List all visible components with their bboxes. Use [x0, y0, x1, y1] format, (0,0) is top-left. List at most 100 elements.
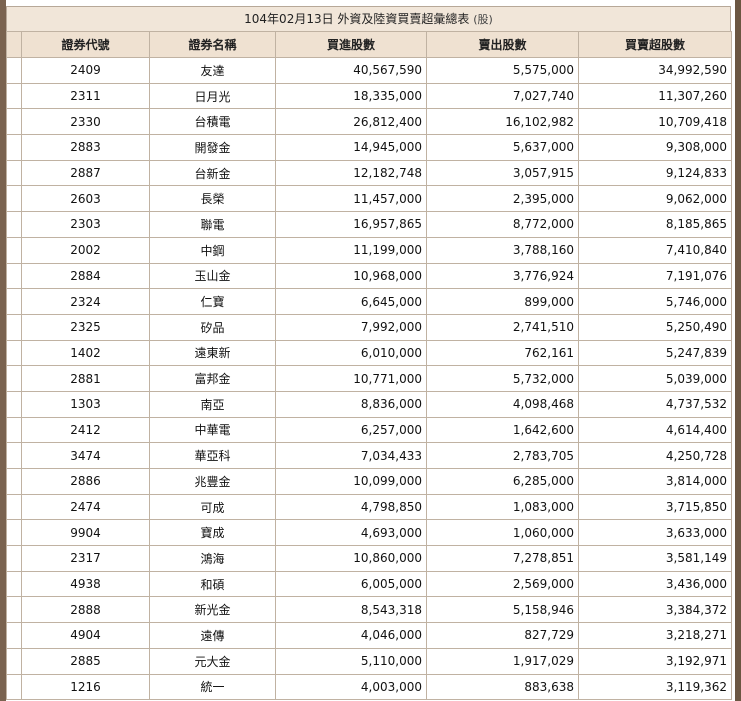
cell-net: 3,814,000	[578, 468, 732, 495]
table-row: 2330 台積電 26,812,400 16,102,982 10,709,418	[6, 108, 732, 136]
cell-code: 2474	[21, 493, 150, 521]
cell-net: 9,308,000	[578, 134, 732, 161]
cell-net: 3,633,000	[578, 519, 732, 547]
cell-net: 10,709,418	[578, 108, 732, 136]
cell-sell: 7,027,740	[426, 82, 579, 110]
cell-code: 1402	[21, 339, 150, 367]
cell-sell: 4,098,468	[426, 390, 579, 418]
table-row: 2474 可成 4,798,850 1,083,000 3,715,850	[6, 493, 732, 521]
row-gutter	[6, 108, 22, 136]
cell-name: 遠傳	[149, 622, 276, 649]
cell-sell: 5,637,000	[426, 134, 579, 161]
table-row: 2603 長榮 11,457,000 2,395,000 9,062,000	[6, 185, 732, 213]
cell-sell: 7,278,851	[426, 545, 579, 572]
cell-code: 3474	[21, 442, 150, 469]
cell-sell: 1,917,029	[426, 647, 579, 675]
cell-name: 新光金	[149, 596, 276, 624]
cell-buy: 14,945,000	[275, 134, 427, 161]
table-row: 2324 仁寶 6,645,000 899,000 5,746,000	[6, 288, 732, 315]
cell-buy: 7,992,000	[275, 313, 427, 341]
table-row: 2886 兆豐金 10,099,000 6,285,000 3,814,000	[6, 468, 732, 495]
cell-name: 中華電	[149, 416, 276, 444]
cell-name: 南亞	[149, 390, 276, 418]
cell-buy: 16,957,865	[275, 211, 427, 238]
row-gutter	[6, 159, 22, 187]
table-row: 2888 新光金 8,543,318 5,158,946 3,384,372	[6, 596, 732, 624]
cell-code: 1216	[21, 673, 150, 701]
row-gutter	[6, 236, 22, 264]
header-gutter	[6, 31, 22, 58]
cell-net: 4,250,728	[578, 442, 732, 469]
cell-name: 兆豐金	[149, 468, 276, 495]
cell-net: 3,384,372	[578, 596, 732, 624]
cell-buy: 10,860,000	[275, 545, 427, 572]
cell-code: 2603	[21, 185, 150, 213]
cell-buy: 11,457,000	[275, 185, 427, 213]
cell-buy: 6,645,000	[275, 288, 427, 315]
cell-code: 2303	[21, 211, 150, 238]
unit-label: (股)	[473, 13, 493, 26]
cell-buy: 6,005,000	[275, 570, 427, 598]
cell-name: 富邦金	[149, 365, 276, 392]
cell-buy: 4,693,000	[275, 519, 427, 547]
table-row: 2409 友達 40,567,590 5,575,000 34,992,590	[6, 57, 732, 84]
left-border	[0, 0, 6, 701]
cell-sell: 5,158,946	[426, 596, 579, 624]
table-row: 2883 開發金 14,945,000 5,637,000 9,308,000	[6, 134, 732, 161]
cell-net: 5,039,000	[578, 365, 732, 392]
cell-net: 4,737,532	[578, 390, 732, 418]
cell-code: 2887	[21, 159, 150, 187]
cell-name: 和碩	[149, 570, 276, 598]
row-gutter	[6, 82, 22, 110]
cell-net: 5,250,490	[578, 313, 732, 341]
page-title: 104年02月13日 外資及陸資買賣超彙總表 (股)	[6, 6, 731, 31]
cell-name: 元大金	[149, 647, 276, 675]
cell-sell: 5,575,000	[426, 57, 579, 84]
row-gutter	[6, 519, 22, 547]
row-gutter	[6, 390, 22, 418]
cell-buy: 4,046,000	[275, 622, 427, 649]
row-gutter	[6, 596, 22, 624]
table-row: 2317 鴻海 10,860,000 7,278,851 3,581,149	[6, 545, 732, 572]
cell-code: 2885	[21, 647, 150, 675]
col-header-buy: 買進股數	[275, 31, 427, 58]
cell-net: 9,124,833	[578, 159, 732, 187]
cell-code: 2881	[21, 365, 150, 392]
cell-sell: 883,638	[426, 673, 579, 701]
table-row: 2412 中華電 6,257,000 1,642,600 4,614,400	[6, 416, 732, 444]
row-gutter	[6, 339, 22, 367]
cell-name: 長榮	[149, 185, 276, 213]
cell-sell: 2,783,705	[426, 442, 579, 469]
cell-buy: 7,034,433	[275, 442, 427, 469]
cell-sell: 6,285,000	[426, 468, 579, 495]
row-gutter	[6, 262, 22, 290]
cell-code: 2888	[21, 596, 150, 624]
cell-net: 9,062,000	[578, 185, 732, 213]
cell-code: 4938	[21, 570, 150, 598]
row-gutter	[6, 493, 22, 521]
cell-code: 9904	[21, 519, 150, 547]
table-row: 1303 南亞 8,836,000 4,098,468 4,737,532	[6, 390, 732, 418]
cell-code: 2412	[21, 416, 150, 444]
cell-buy: 4,003,000	[275, 673, 427, 701]
cell-buy: 4,798,850	[275, 493, 427, 521]
cell-net: 4,614,400	[578, 416, 732, 444]
row-gutter	[6, 545, 22, 572]
row-gutter	[6, 416, 22, 444]
cell-buy: 40,567,590	[275, 57, 427, 84]
title-text: 104年02月13日 外資及陸資買賣超彙總表	[244, 12, 470, 26]
cell-name: 鴻海	[149, 545, 276, 572]
cell-net: 11,307,260	[578, 82, 732, 110]
cell-name: 統一	[149, 673, 276, 701]
table-row: 2881 富邦金 10,771,000 5,732,000 5,039,000	[6, 365, 732, 392]
cell-buy: 10,968,000	[275, 262, 427, 290]
cell-sell: 3,776,924	[426, 262, 579, 290]
cell-net: 7,191,076	[578, 262, 732, 290]
cell-net: 8,185,865	[578, 211, 732, 238]
cell-buy: 12,182,748	[275, 159, 427, 187]
cell-net: 3,581,149	[578, 545, 732, 572]
cell-buy: 11,199,000	[275, 236, 427, 264]
cell-code: 1303	[21, 390, 150, 418]
cell-net: 5,247,839	[578, 339, 732, 367]
cell-name: 台新金	[149, 159, 276, 187]
